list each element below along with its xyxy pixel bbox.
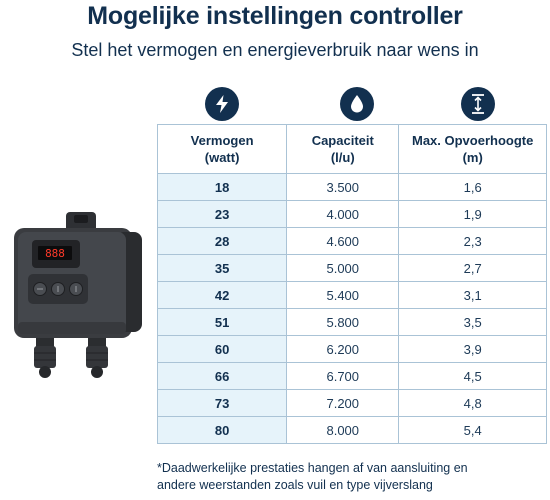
header-max-height: Max. Opvoerhoogte (m) xyxy=(398,124,547,174)
header-capacity: Capaciteit (l/u) xyxy=(286,124,400,174)
cell-capacity: 3.500 xyxy=(286,173,400,201)
cell-height: 3,1 xyxy=(398,281,547,309)
cell-power: 23 xyxy=(156,200,288,228)
cell-capacity: 6.200 xyxy=(286,335,400,363)
table-row: 80 8.000 5,4 xyxy=(156,416,547,444)
cell-power: 73 xyxy=(156,389,288,417)
cell-power: 60 xyxy=(156,335,288,363)
lightning-icon xyxy=(205,87,239,121)
vertical-height-icon xyxy=(461,87,495,121)
footnote: *Daadwerkelijke prestaties hangen af van… xyxy=(157,460,547,494)
table-header-row: Vermogen (watt) Capaciteit (l/u) Max. Op… xyxy=(156,124,547,174)
cell-capacity: 4.000 xyxy=(286,200,400,228)
header-capacity-label: Capaciteit xyxy=(311,133,374,148)
cell-height: 1,6 xyxy=(398,173,547,201)
specs-table: Vermogen (watt) Capaciteit (l/u) Max. Op… xyxy=(156,124,547,444)
table-row: 42 5.400 3,1 xyxy=(156,281,547,309)
cell-height: 3,9 xyxy=(398,335,547,363)
header-power-label: Vermogen xyxy=(190,133,254,148)
table-row: 60 6.200 3,9 xyxy=(156,335,547,363)
cell-capacity: 4.600 xyxy=(286,227,400,255)
cell-power: 42 xyxy=(156,281,288,309)
header-power: Vermogen (watt) xyxy=(156,124,288,174)
cell-height: 1,9 xyxy=(398,200,547,228)
header-max-height-label: Max. Opvoerhoogte xyxy=(411,133,534,148)
cell-power: 28 xyxy=(156,227,288,255)
cell-capacity: 8.000 xyxy=(286,416,400,444)
table-row: 35 5.000 2,7 xyxy=(156,254,547,282)
page-subtitle: Stel het vermogen en energieverbruik naa… xyxy=(71,40,479,60)
cell-height: 2,3 xyxy=(398,227,547,255)
water-drop-icon xyxy=(340,87,374,121)
cell-height: 3,5 xyxy=(398,308,547,336)
cell-height: 5,4 xyxy=(398,416,547,444)
cell-power: 18 xyxy=(156,173,288,201)
footnote-line-2: andere weerstanden zoals vuil en type vi… xyxy=(157,478,433,492)
header-capacity-unit: (l/u) xyxy=(330,150,355,165)
cell-height: 2,7 xyxy=(398,254,547,282)
cell-capacity: 5.000 xyxy=(286,254,400,282)
cell-power: 66 xyxy=(156,362,288,390)
table-row: 73 7.200 4,8 xyxy=(156,389,547,417)
cell-capacity: 5.400 xyxy=(286,281,400,309)
table-row: 51 5.800 3,5 xyxy=(156,308,547,336)
controller-device-image: 888 xyxy=(4,210,152,385)
cell-capacity: 7.200 xyxy=(286,389,400,417)
cell-height: 4,5 xyxy=(398,362,547,390)
footnote-line-1: *Daadwerkelijke prestaties hangen af van… xyxy=(157,461,468,475)
cell-capacity: 5.800 xyxy=(286,308,400,336)
cell-power: 35 xyxy=(156,254,288,282)
header-max-height-unit: (m) xyxy=(462,150,483,165)
header-power-unit: (watt) xyxy=(204,150,240,165)
cell-height: 4,8 xyxy=(398,389,547,417)
table-row: 23 4.000 1,9 xyxy=(156,200,547,228)
cell-capacity: 6.700 xyxy=(286,362,400,390)
cell-power: 80 xyxy=(156,416,288,444)
table-row: 28 4.600 2,3 xyxy=(156,227,547,255)
page-title: Mogelijke instellingen controller xyxy=(87,2,463,30)
cell-power: 51 xyxy=(156,308,288,336)
device-display-readout: 888 xyxy=(45,247,65,260)
table-row: 18 3.500 1,6 xyxy=(156,173,547,201)
table-row: 66 6.700 4,5 xyxy=(156,362,547,390)
